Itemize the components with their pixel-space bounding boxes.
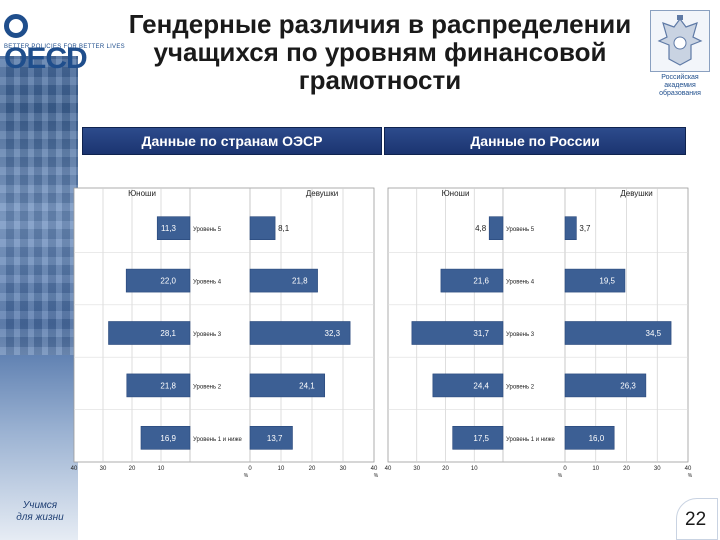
tick-label-right: 30 xyxy=(340,466,347,472)
tick-label-left: 10 xyxy=(471,466,478,472)
title-line-3: грамотности xyxy=(298,65,462,95)
bar-girls xyxy=(249,425,293,450)
bar-girls xyxy=(249,373,326,398)
data-label-boys: 22,0 xyxy=(160,277,176,286)
bar-boys xyxy=(140,425,191,450)
bar-girls xyxy=(564,216,577,240)
tick-label-right: 10 xyxy=(278,466,285,472)
bar-boys xyxy=(126,373,191,398)
page-number-badge: 22 xyxy=(676,498,718,540)
tick-label-left: 20 xyxy=(129,466,136,472)
tick-label-left: 30 xyxy=(100,466,107,472)
bar-girls xyxy=(564,373,647,398)
bar-boys xyxy=(440,268,504,293)
slide-title: Гендерные различия в распределении учащи… xyxy=(110,10,650,94)
tick-label-left: 10 xyxy=(158,466,165,472)
category-label: Уровень 4 xyxy=(193,280,222,286)
bar-boys xyxy=(156,216,191,240)
decorative-photo-strip xyxy=(0,0,78,540)
unit-label-right: % xyxy=(374,473,379,479)
unit-label-left: % xyxy=(244,473,249,479)
category-label: Уровень 1 и ниже xyxy=(193,437,242,443)
academy-label: Российская академия образования xyxy=(659,74,701,97)
data-label-girls: 16,0 xyxy=(589,434,605,443)
data-label-boys: 11,3 xyxy=(161,224,177,233)
left-group-label: Юноши xyxy=(128,189,156,198)
right-group-label: Девушки xyxy=(306,189,338,198)
tick-label-right: 0 xyxy=(563,466,567,472)
data-label-girls: 24,1 xyxy=(299,381,315,390)
title-line-2: учащихся по уровням финансовой xyxy=(153,37,607,67)
unit-label-left: % xyxy=(558,473,563,479)
bar-boys xyxy=(488,216,504,240)
bar-girls xyxy=(564,268,626,293)
tick-label-left: 20 xyxy=(442,466,449,472)
bar-boys xyxy=(411,321,504,345)
bar-girls xyxy=(564,321,672,345)
right-group-label: Девушки xyxy=(620,189,652,198)
title-line-1: Гендерные различия в распределении xyxy=(128,9,632,39)
tick-label-right: 20 xyxy=(623,466,630,472)
data-label-boys: 4,8 xyxy=(475,224,487,233)
bar-boys xyxy=(108,321,191,345)
bar-boys xyxy=(452,425,504,450)
data-label-girls: 34,5 xyxy=(646,329,662,338)
oecd-tagline: BETTER POLICIES FOR BETTER LIVES xyxy=(4,44,125,50)
tick-label-left: 40 xyxy=(385,466,392,472)
category-label: Уровень 4 xyxy=(506,280,535,286)
data-label-girls: 13,7 xyxy=(267,434,283,443)
data-label-girls: 3,7 xyxy=(579,224,591,233)
category-label: Уровень 5 xyxy=(193,227,222,233)
data-label-boys: 28,1 xyxy=(160,329,176,338)
oecd-logo: OECD xyxy=(4,8,112,76)
data-label-girls: 8,1 xyxy=(278,224,290,233)
category-label: Уровень 2 xyxy=(193,384,222,390)
tick-label-left: 30 xyxy=(413,466,420,472)
unit-label-right: % xyxy=(688,473,693,479)
tick-label-right: 10 xyxy=(592,466,599,472)
data-label-boys: 16,9 xyxy=(160,434,176,443)
bar-girls xyxy=(249,321,351,345)
bar-girls xyxy=(249,268,318,293)
category-label: Уровень 3 xyxy=(506,332,535,338)
tick-label-right: 0 xyxy=(248,466,252,472)
data-label-girls: 19,5 xyxy=(599,277,615,286)
data-label-girls: 32,3 xyxy=(325,329,341,338)
eagle-emblem-icon xyxy=(650,10,710,72)
page-number: 22 xyxy=(685,509,707,530)
left-group-label: Юноши xyxy=(442,189,470,198)
tick-label-right: 40 xyxy=(371,466,378,472)
bar-girls xyxy=(564,425,615,450)
tick-label-right: 40 xyxy=(685,466,692,472)
tick-label-right: 30 xyxy=(654,466,661,472)
tick-label-right: 20 xyxy=(309,466,316,472)
bar-girls xyxy=(249,216,276,240)
bar-boys xyxy=(125,268,191,293)
data-label-boys: 24,4 xyxy=(473,381,489,390)
data-label-boys: 21,6 xyxy=(473,277,489,286)
data-label-girls: 26,3 xyxy=(620,381,636,390)
data-label-boys: 17,5 xyxy=(473,434,489,443)
category-label: Уровень 1 и ниже xyxy=(506,437,555,443)
panel-header-oecd: Данные по странам ОЭСР xyxy=(82,127,382,155)
motto-line-1: Учимся xyxy=(22,500,58,511)
motto: Учимся для жизни xyxy=(4,500,76,524)
category-label: Уровень 2 xyxy=(506,384,535,390)
bar-boys xyxy=(432,373,504,398)
oecd-ring-icon xyxy=(4,14,28,38)
panel-header-russia: Данные по России xyxy=(384,127,686,155)
data-label-boys: 21,8 xyxy=(160,381,176,390)
category-label: Уровень 3 xyxy=(193,332,222,338)
data-label-boys: 31,7 xyxy=(473,329,489,338)
category-label: Уровень 5 xyxy=(506,227,535,233)
oecd-logo-area: OECD BETTER POLICIES FOR BETTER LIVES xyxy=(0,0,125,75)
tick-label-left: 40 xyxy=(71,466,78,472)
motto-line-2: для жизни xyxy=(16,512,64,523)
decorative-photo-tiles xyxy=(0,55,78,355)
oecd-logo-text: OECD xyxy=(4,42,88,75)
data-label-girls: 21,8 xyxy=(292,277,308,286)
